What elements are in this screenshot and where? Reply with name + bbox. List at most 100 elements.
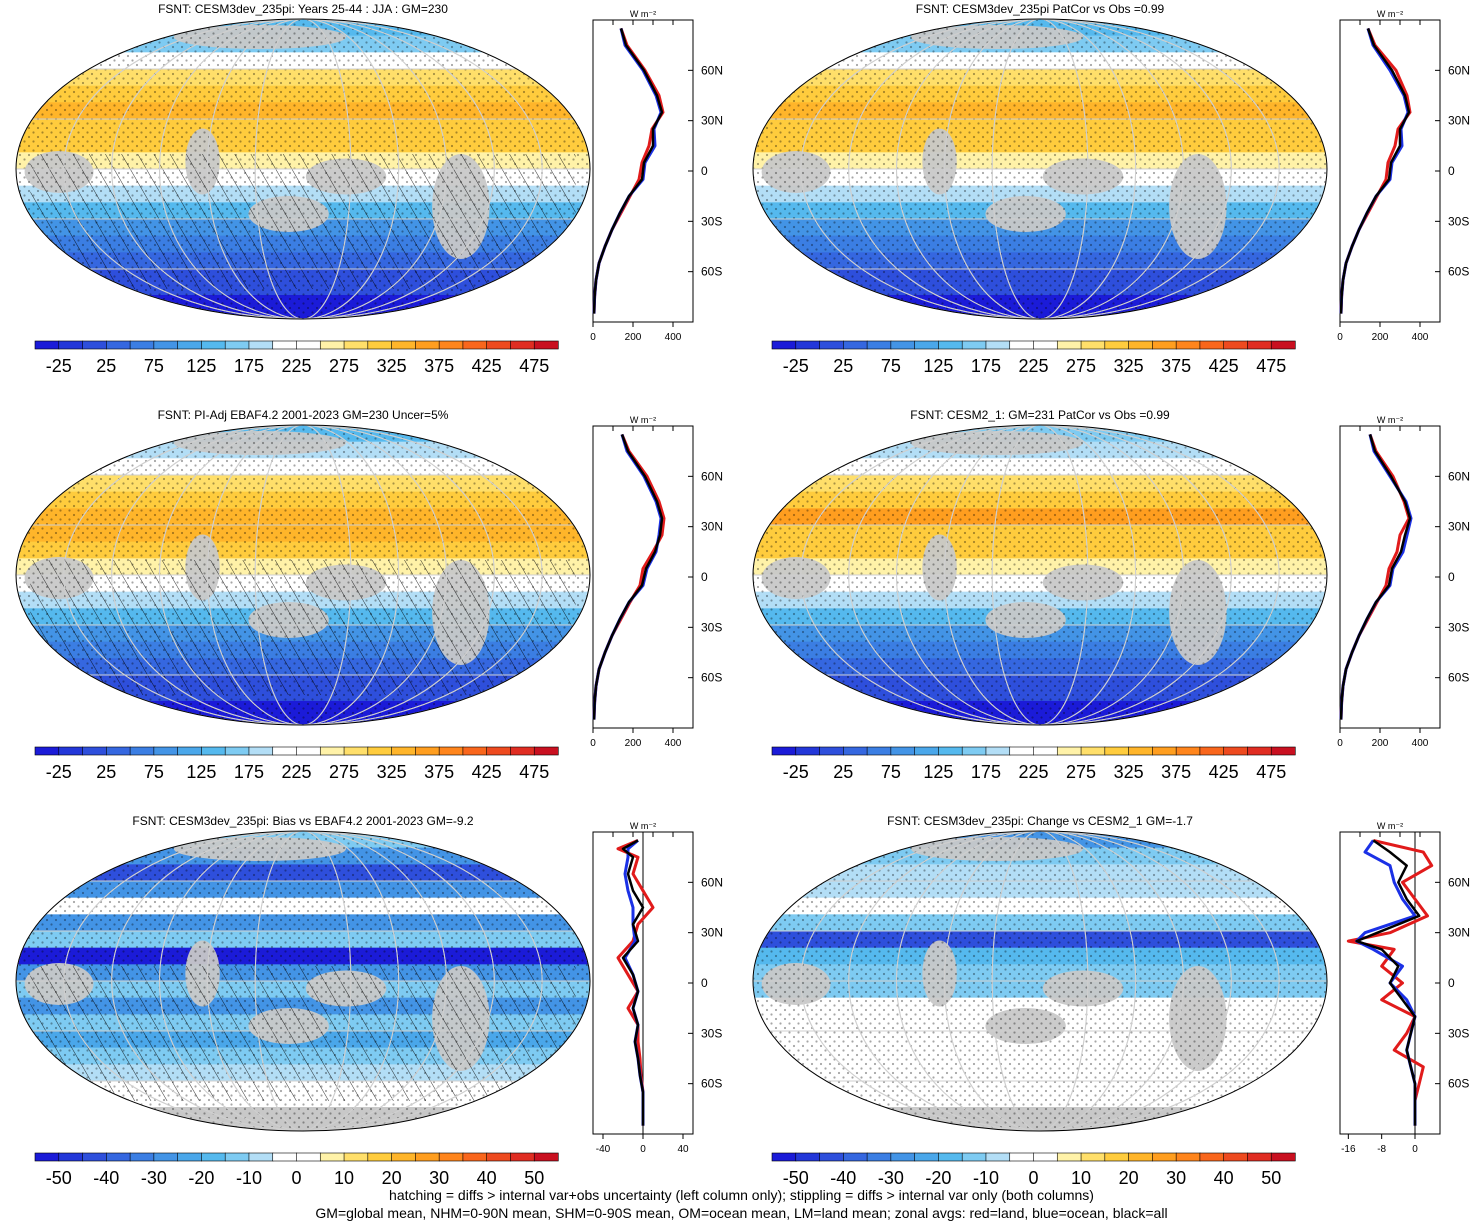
colorbar-swatch (985, 746, 1011, 756)
colorbar-tick-label: -40 (93, 1168, 119, 1188)
colorbar-tick-label: 375 (1161, 762, 1191, 782)
colorbar-swatch (296, 1152, 321, 1162)
colorbar-tick-label: 10 (1071, 1168, 1091, 1188)
colorbar-tick-label: -30 (878, 1168, 904, 1188)
zonal-unit: W m⁻² (630, 821, 656, 831)
colorbar-tick-label: 40 (477, 1168, 497, 1188)
colorbar-swatch (1033, 1152, 1058, 1162)
zonal-lat-label: 60N (701, 469, 723, 483)
colorbar-swatch (415, 1152, 440, 1162)
map-outline (15, 18, 591, 320)
colorbar-swatch (34, 746, 60, 756)
colorbar: -25 25 75 125 175 225 275 325 375 425 475 (771, 746, 1296, 782)
colorbar-swatch (510, 1152, 535, 1162)
colorbar-swatch (819, 1152, 844, 1162)
colorbar-swatch (106, 1152, 131, 1162)
footer-line-2: GM=global mean, NHM=0-90N mean, SHM=0-90… (315, 1205, 1168, 1221)
colorbar-swatch (1128, 340, 1153, 350)
map-outline (15, 830, 591, 1132)
colorbar-tick-label: 25 (833, 356, 853, 376)
colorbar-tick-label: 20 (1119, 1168, 1139, 1188)
colorbar-swatch (343, 340, 369, 350)
colorbar-swatch (866, 1152, 892, 1162)
colorbar-swatch (795, 1152, 821, 1162)
colorbar-tick-label: -20 (925, 1168, 951, 1188)
colorbar-swatch (224, 1152, 250, 1162)
map-title: FSNT: CESM3dev_235pi: Bias vs EBAF4.2 20… (132, 814, 473, 828)
colorbar-swatch (462, 340, 488, 350)
zonal-unit: W m⁻² (1377, 821, 1403, 831)
colorbar-swatch (106, 340, 131, 350)
zonal-lat-label: 30N (1448, 520, 1470, 534)
colorbar-tick-label: 25 (96, 356, 116, 376)
colorbar-swatch (319, 340, 345, 350)
colorbar: -25 25 75 125 175 225 275 325 375 425 475 (34, 340, 559, 376)
colorbar-swatch (771, 1152, 797, 1162)
colorbar-swatch (201, 746, 226, 756)
colorbar-tick-label: -50 (783, 1168, 809, 1188)
zonal-lat-label: 30S (701, 620, 722, 634)
colorbar-swatch (914, 746, 940, 756)
colorbar-swatch (1199, 340, 1225, 350)
colorbar: -50 -40 -30 -20 -10 0 10 20 30 40 50 (34, 1152, 559, 1188)
colorbar-swatch (843, 340, 868, 350)
zonal-x-tick-label: 0 (590, 332, 596, 343)
map-outline (15, 424, 591, 726)
panel-5: FSNT: CESM3dev_235pi: Bias vs EBAF4.2 20… (15, 814, 723, 1188)
colorbar-tick-label: 475 (519, 762, 549, 782)
colorbar-swatch (1009, 340, 1035, 350)
colorbar-swatch (438, 340, 464, 350)
colorbar-swatch (1175, 1152, 1201, 1162)
zonal-lat-label: 60S (1448, 671, 1469, 685)
colorbar-swatch (462, 746, 488, 756)
zonal-x-tick-label: 400 (665, 738, 682, 749)
zonal-lat-label: 0 (701, 164, 708, 178)
zonal-lat-label: 60N (1448, 875, 1470, 889)
colorbar-tick-label: 175 (971, 762, 1001, 782)
colorbar-swatch (1223, 340, 1249, 350)
colorbar-tick-label: 0 (1028, 1168, 1038, 1188)
colorbar-swatch (153, 746, 179, 756)
colorbar-swatch (795, 340, 821, 350)
map-outline (752, 18, 1328, 320)
colorbar: -50 -40 -30 -20 -10 0 10 20 30 40 50 (771, 1152, 1296, 1188)
colorbar-tick-label: 375 (1161, 356, 1191, 376)
colorbar-tick-label: 475 (1256, 356, 1286, 376)
zonal-lat-label: 60S (701, 265, 722, 279)
colorbar-swatch (438, 1152, 464, 1162)
colorbar-swatch (510, 746, 535, 756)
zonal-curve-all (592, 433, 664, 720)
zonal-panel: W m⁻² 0 200 400 60N 30N 0 30S 60S (1337, 415, 1470, 749)
colorbar-swatch (319, 1152, 345, 1162)
colorbar-tick-label: 275 (329, 762, 359, 782)
colorbar-swatch (890, 340, 916, 350)
colorbar-tick-label: -10 (973, 1168, 999, 1188)
colorbar-tick-label: 50 (524, 1168, 544, 1188)
colorbar-tick-label: -10 (236, 1168, 262, 1188)
colorbar-swatch (1199, 1152, 1225, 1162)
map-outline (752, 424, 1328, 726)
zonal-lat-label: 0 (701, 976, 708, 990)
colorbar-tick-label: 75 (881, 762, 901, 782)
colorbar-tick-label: 125 (186, 356, 216, 376)
colorbar-swatch (486, 1152, 512, 1162)
zonal-x-tick-label: 200 (1372, 332, 1389, 343)
colorbar-swatch (58, 746, 84, 756)
colorbar-swatch (914, 340, 940, 350)
colorbar-swatch (201, 1152, 226, 1162)
zonal-lat-label: 60S (701, 671, 722, 685)
colorbar-tick-label: 475 (519, 356, 549, 376)
colorbar-swatch (1270, 340, 1296, 350)
colorbar-swatch (296, 340, 321, 350)
colorbar-tick-label: 125 (923, 762, 953, 782)
colorbar-swatch (58, 1152, 84, 1162)
colorbar-tick-label: 425 (472, 762, 502, 782)
zonal-lat-label: 60S (701, 1077, 722, 1091)
zonal-lat-label: 30N (701, 520, 723, 534)
zonal-x-tick-label: 0 (590, 738, 596, 749)
colorbar-swatch (1009, 1152, 1035, 1162)
colorbar-tick-label: 375 (424, 762, 454, 782)
zonal-curve-all (592, 28, 664, 314)
colorbar-swatch (1033, 746, 1058, 756)
map-outline (752, 830, 1328, 1132)
